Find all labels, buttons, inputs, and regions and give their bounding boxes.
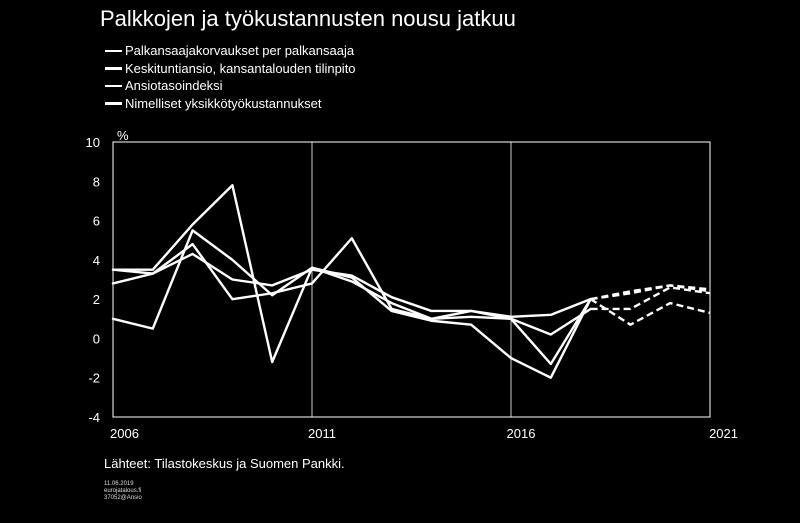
chart-title: Palkkojen ja työkustannusten nousu jatku… bbox=[100, 6, 516, 31]
y-tick-label: 8 bbox=[93, 174, 100, 189]
chart-code: 37052@Ansio bbox=[104, 495, 142, 501]
legend-item-unit-labour-costs: Nimelliset yksikkötyökustannukset bbox=[105, 95, 356, 113]
y-tick-label: -4 bbox=[88, 410, 100, 425]
legend-item-hourly-earnings: Keskituntiansio, kansantalouden tilinpit… bbox=[105, 60, 356, 78]
plot-frame bbox=[112, 141, 711, 418]
legend-label: Palkansaajakorvaukset per palkansaaja bbox=[125, 43, 355, 58]
legend-label: Ansiotasoindeksi bbox=[125, 78, 223, 93]
series-forecast-line-2 bbox=[589, 298, 711, 326]
legend-swatch bbox=[105, 102, 122, 105]
x-tick-label: 2016 bbox=[507, 426, 536, 441]
legend-label: Nimelliset yksikkötyökustannukset bbox=[125, 95, 322, 111]
publication-date: 11.06.2019 bbox=[104, 481, 134, 487]
y-tick-label: 4 bbox=[93, 253, 100, 268]
publication-info: 11.06.2019 eurojatalous.fi 37052@Ansio bbox=[104, 481, 142, 502]
source-note: Lähteet: Tilastokeskus ja Suomen Pankki. bbox=[104, 456, 345, 471]
y-tick-label: 0 bbox=[93, 331, 100, 346]
legend-swatch bbox=[105, 84, 122, 87]
legend-item-compensation: Palkansaajakorvaukset per palkansaaja bbox=[105, 42, 356, 60]
y-axis-unit-label: % bbox=[117, 128, 129, 143]
series-line-2 bbox=[111, 229, 592, 379]
chart-legend: Palkansaajakorvaukset per palkansaaja Ke… bbox=[105, 42, 356, 112]
x-tick-label: 2006 bbox=[110, 426, 139, 441]
legend-label: Keskituntiansio, kansantalouden tilinpit… bbox=[125, 60, 356, 76]
y-tick-label: 6 bbox=[93, 214, 100, 229]
legend-swatch bbox=[105, 49, 122, 52]
series-line-1 bbox=[111, 184, 592, 364]
series-forecast-line-4 bbox=[590, 284, 711, 301]
series-forecast-line-1 bbox=[590, 286, 711, 311]
legend-item-earnings-index: Ansiotasoindeksi bbox=[105, 77, 356, 95]
x-tick-label: 2011 bbox=[308, 426, 336, 441]
series-line-4 bbox=[111, 237, 592, 366]
y-tick-label: 2 bbox=[93, 292, 100, 307]
y-tick-label: -2 bbox=[88, 371, 100, 386]
x-tick-label: 2021 bbox=[709, 426, 738, 441]
publication-site: eurojatalous.fi bbox=[104, 488, 142, 494]
y-tick-label: 10 bbox=[86, 135, 100, 150]
legend-swatch bbox=[105, 67, 122, 70]
series-line-3 bbox=[111, 252, 592, 319]
